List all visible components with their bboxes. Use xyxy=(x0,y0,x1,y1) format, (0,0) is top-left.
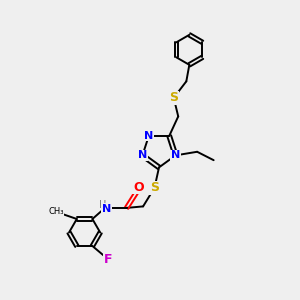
Text: N: N xyxy=(171,150,180,161)
Text: CH₃: CH₃ xyxy=(48,207,64,216)
Text: N: N xyxy=(138,150,147,161)
Text: N: N xyxy=(102,203,111,214)
Text: O: O xyxy=(133,181,144,194)
Text: S: S xyxy=(150,181,159,194)
Text: F: F xyxy=(104,253,112,266)
Text: H: H xyxy=(99,200,106,210)
Text: N: N xyxy=(144,131,153,141)
Text: S: S xyxy=(169,91,178,104)
